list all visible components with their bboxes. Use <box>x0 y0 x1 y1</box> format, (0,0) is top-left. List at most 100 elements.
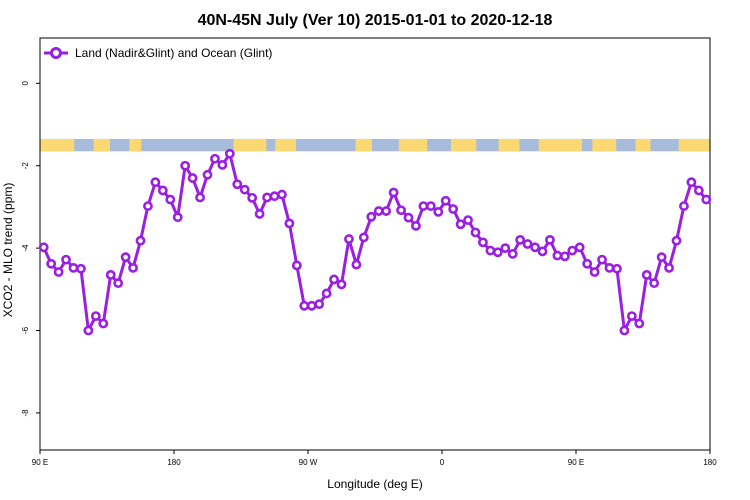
data-point <box>574 242 585 253</box>
data-point <box>284 218 295 229</box>
y-axis: 0 -2 -4 -6 -8 <box>21 81 40 417</box>
data-point <box>143 201 153 211</box>
x-tick-label: 180 <box>167 458 181 467</box>
data-point <box>329 274 339 285</box>
land-segment <box>233 138 267 152</box>
data-point <box>38 242 49 253</box>
data-point <box>314 299 325 310</box>
land-segment <box>398 138 428 152</box>
data-point <box>113 278 124 289</box>
data-point <box>604 262 615 273</box>
data-point <box>90 311 101 321</box>
data-point <box>336 279 347 290</box>
data-point <box>619 325 630 336</box>
data-point <box>358 232 369 243</box>
data-point <box>507 248 518 259</box>
land-segment <box>275 138 297 152</box>
data-point <box>76 263 86 274</box>
data-point <box>224 148 235 159</box>
data-point <box>187 173 198 183</box>
data-point <box>306 300 317 311</box>
legend: Land (Nadir&Glint) and Ocean (Glint) <box>44 46 272 60</box>
data-point <box>470 227 481 238</box>
x-tick-label: 90 E <box>32 458 48 467</box>
data-point <box>522 239 533 249</box>
data-point <box>455 219 466 230</box>
land-segment <box>592 138 617 152</box>
y-tick-label: 0 <box>21 81 30 86</box>
data-point <box>366 211 377 222</box>
land-segment <box>40 138 75 152</box>
data-point <box>98 318 109 329</box>
data-point <box>530 242 540 253</box>
data-point <box>433 206 444 217</box>
x-tick-label: 90 W <box>299 458 318 467</box>
x-tick-label: 180 <box>703 458 717 467</box>
data-point <box>150 177 161 188</box>
data-point <box>277 189 287 200</box>
data-point <box>552 250 563 261</box>
data-point <box>515 234 526 245</box>
data-point <box>239 184 250 195</box>
legend-marker-swatch <box>50 47 62 59</box>
data-point <box>448 204 459 214</box>
data-point <box>135 235 146 246</box>
land-segment <box>678 138 710 152</box>
data-point <box>120 252 131 263</box>
land-segment <box>538 138 582 152</box>
data-point <box>262 192 272 203</box>
data-point <box>626 311 637 321</box>
land-segment <box>93 138 110 152</box>
plot-frame <box>39 37 711 451</box>
data-point <box>418 201 429 211</box>
data-point <box>217 159 228 170</box>
data-point <box>649 278 660 289</box>
data-point <box>641 269 652 280</box>
data-point <box>46 258 57 269</box>
data-point <box>612 263 622 274</box>
series-layer <box>38 148 712 336</box>
land-segment <box>635 138 651 152</box>
y-tick-label: -2 <box>21 162 30 170</box>
data-point <box>440 195 451 206</box>
data-point <box>373 206 384 216</box>
data-point <box>291 260 302 271</box>
data-point <box>411 220 421 231</box>
y-tick-label: -8 <box>21 409 30 417</box>
data-point <box>180 160 191 171</box>
data-point <box>567 245 578 256</box>
y-axis-label: XCO2 - MLO trend (ppm) <box>1 183 15 318</box>
data-point <box>634 318 645 329</box>
data-point <box>247 192 258 203</box>
data-point <box>701 194 712 205</box>
data-point <box>202 169 213 180</box>
data-point <box>537 246 548 257</box>
land-segment <box>355 138 373 152</box>
data-point <box>478 237 488 248</box>
data-point <box>693 185 704 196</box>
data-point <box>492 247 503 258</box>
data-point <box>210 153 220 164</box>
data-point <box>686 177 697 188</box>
data-point <box>68 262 79 273</box>
data-point <box>165 194 176 205</box>
data-point <box>195 192 205 203</box>
x-axis: 90 E 180 90 W 0 90 E 180 <box>32 450 717 467</box>
x-tick-label: 0 <box>440 458 445 467</box>
surface-type-strip <box>40 138 710 152</box>
data-point <box>269 191 280 202</box>
legend-label: Land (Nadir&Glint) and Ocean (Glint) <box>75 46 272 60</box>
data-point <box>299 300 310 311</box>
data-point <box>254 209 265 219</box>
x-axis-label: Longitude (deg E) <box>327 477 422 491</box>
y-tick-label: -6 <box>21 326 30 334</box>
data-point <box>463 215 473 226</box>
data-point <box>679 201 689 211</box>
data-point <box>172 212 183 223</box>
data-point <box>351 259 362 270</box>
x-tick-label: 90 E <box>568 458 584 467</box>
y-tick-label: -4 <box>21 244 30 252</box>
data-point <box>403 212 414 223</box>
data-point <box>105 269 116 280</box>
data-point <box>83 325 94 336</box>
